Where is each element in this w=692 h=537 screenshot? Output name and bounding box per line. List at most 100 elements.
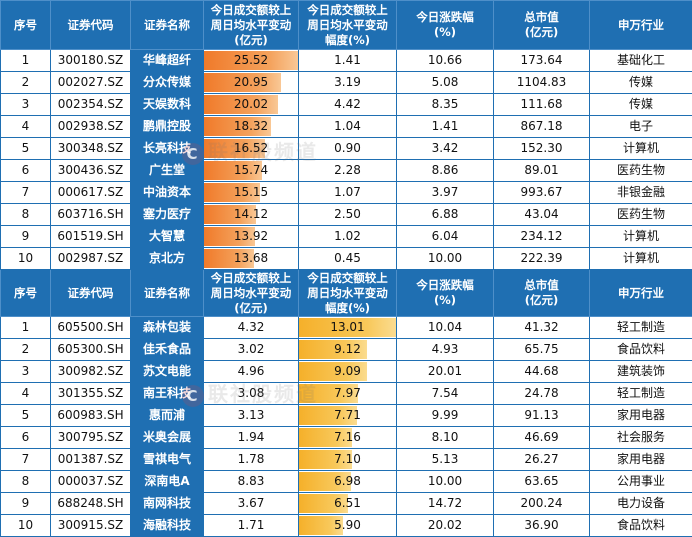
row-index: 4 xyxy=(1,116,51,138)
header-daily-change: 今日涨跌幅(%) xyxy=(397,270,494,317)
security-name: 广生堂 xyxy=(131,160,204,182)
daily-change-value: 6.04 xyxy=(397,226,494,248)
bar-label: 7.71 xyxy=(334,408,361,422)
row-index: 6 xyxy=(1,427,51,449)
bar-label: 6.98 xyxy=(334,474,361,488)
pct-change-value: 7.10 xyxy=(299,449,397,471)
amount-change-value: 18.32 xyxy=(204,116,299,138)
market-cap-value: 24.78 xyxy=(494,383,590,405)
row-index: 4 xyxy=(1,383,51,405)
security-code: 001387.SZ xyxy=(51,449,131,471)
pct-change-value: 5.90 xyxy=(299,515,397,537)
bar-label: 13.92 xyxy=(234,229,268,243)
security-code: 300180.SZ xyxy=(51,50,131,72)
market-cap-value: 36.90 xyxy=(494,515,590,537)
bar-label: 15.74 xyxy=(234,163,268,177)
security-code: 301355.SZ xyxy=(51,383,131,405)
daily-change-value: 10.00 xyxy=(397,248,494,270)
pct-change-value: 9.12 xyxy=(299,339,397,361)
market-cap-value: 222.39 xyxy=(494,248,590,270)
pct-change-value: 13.01 xyxy=(299,317,397,339)
amount-change-value: 13.92 xyxy=(204,226,299,248)
industry-value: 食品饮料 xyxy=(590,339,692,361)
market-cap-value: 173.64 xyxy=(494,50,590,72)
market-cap-value: 993.67 xyxy=(494,182,590,204)
market-cap-value: 200.24 xyxy=(494,493,590,515)
amount-change-value: 20.95 xyxy=(204,72,299,94)
bar-label: 14.12 xyxy=(234,207,268,221)
industry-value: 建筑装饰 xyxy=(590,361,692,383)
security-name: 深南电A xyxy=(131,471,204,493)
industry-value: 轻工制造 xyxy=(590,383,692,405)
market-cap-value: 111.68 xyxy=(494,94,590,116)
pct-change-value: 0.45 xyxy=(299,248,397,270)
pct-change-value: 6.51 xyxy=(299,493,397,515)
amount-change-value: 13.68 xyxy=(204,248,299,270)
bar-label: 25.52 xyxy=(234,53,268,67)
security-code: 605500.SH xyxy=(51,317,131,339)
header-pct-change: 今日成交额较上周日均水平变动幅度(%) xyxy=(299,270,397,317)
header-industry: 申万行业 xyxy=(590,1,692,50)
daily-change-value: 6.88 xyxy=(397,204,494,226)
market-cap-value: 46.69 xyxy=(494,427,590,449)
bar-label: 9.09 xyxy=(334,364,361,378)
amount-change-value: 15.15 xyxy=(204,182,299,204)
row-index: 8 xyxy=(1,471,51,493)
amount-change-value: 4.96 xyxy=(204,361,299,383)
industry-value: 基础化工 xyxy=(590,50,692,72)
row-index: 1 xyxy=(1,50,51,72)
bar-label: 6.51 xyxy=(334,496,361,510)
header-industry: 申万行业 xyxy=(590,270,692,317)
row-index: 1 xyxy=(1,317,51,339)
security-name: 海融科技 xyxy=(131,515,204,537)
amount-change-value: 4.32 xyxy=(204,317,299,339)
industry-value: 传媒 xyxy=(590,72,692,94)
security-code: 601519.SH xyxy=(51,226,131,248)
security-name: 天娱数科 xyxy=(131,94,204,116)
security-name: 南网科技 xyxy=(131,493,204,515)
pct-change-value: 6.98 xyxy=(299,471,397,493)
security-code: 300982.SZ xyxy=(51,361,131,383)
pct-change-value: 4.42 xyxy=(299,94,397,116)
pct-change-value: 2.50 xyxy=(299,204,397,226)
security-code: 300348.SZ xyxy=(51,138,131,160)
header-daily-change: 今日涨跌幅(%) xyxy=(397,1,494,50)
security-name: 塞力医疗 xyxy=(131,204,204,226)
bar-label: 7.16 xyxy=(334,430,361,444)
daily-change-value: 8.35 xyxy=(397,94,494,116)
daily-change-value: 9.99 xyxy=(397,405,494,427)
market-cap-value: 41.32 xyxy=(494,317,590,339)
daily-change-value: 20.01 xyxy=(397,361,494,383)
security-code: 300915.SZ xyxy=(51,515,131,537)
market-cap-value: 63.65 xyxy=(494,471,590,493)
daily-change-value: 8.10 xyxy=(397,427,494,449)
pct-change-value: 1.41 xyxy=(299,50,397,72)
market-cap-value: 234.12 xyxy=(494,226,590,248)
amount-change-value: 25.52 xyxy=(204,50,299,72)
market-cap-value: 89.01 xyxy=(494,160,590,182)
amount-change-value: 1.78 xyxy=(204,449,299,471)
market-cap-value: 44.68 xyxy=(494,361,590,383)
amount-change-value: 3.02 xyxy=(204,339,299,361)
industry-value: 计算机 xyxy=(590,248,692,270)
amount-change-value: 3.08 xyxy=(204,383,299,405)
security-name: 惠而浦 xyxy=(131,405,204,427)
bar-label: 9.12 xyxy=(334,342,361,356)
header-code: 证券代码 xyxy=(51,270,131,317)
header-name: 证券名称 xyxy=(131,1,204,50)
header-index: 序号 xyxy=(1,1,51,50)
daily-change-value: 20.02 xyxy=(397,515,494,537)
pct-change-value: 1.02 xyxy=(299,226,397,248)
security-name: 京北方 xyxy=(131,248,204,270)
bar-label: 20.95 xyxy=(234,75,268,89)
bar-label: 16.52 xyxy=(234,141,268,155)
row-index: 10 xyxy=(1,248,51,270)
